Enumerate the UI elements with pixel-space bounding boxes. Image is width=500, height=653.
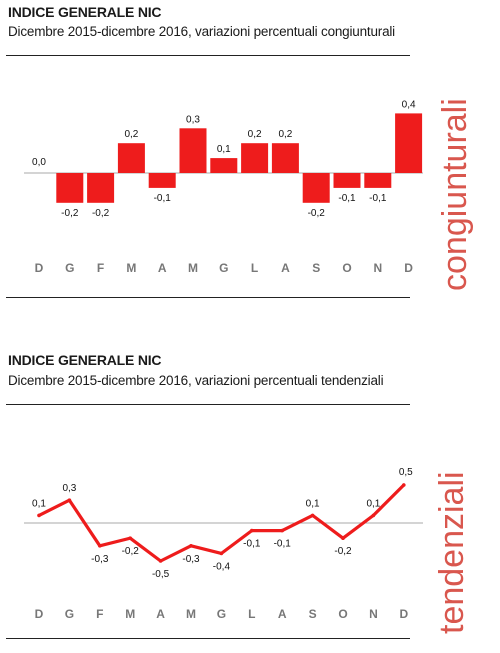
- point-0: [37, 513, 41, 518]
- point-9: [310, 513, 315, 518]
- point-5: [189, 544, 193, 548]
- tick-label-8: A: [281, 261, 290, 275]
- tick-label-1: G: [65, 261, 74, 275]
- bar-4: [148, 173, 176, 188]
- line-tick-label-6: G: [217, 607, 226, 621]
- bar-chart-congiunturali: 0,0 D -0,2 G -0,2 F 0,2 M -0,1 A 0,3 M 0,1 G 0,2 L 0,2 A -…: [24, 99, 423, 275]
- line-data-label-8: -0,1: [274, 539, 292, 550]
- point-3: [128, 536, 132, 540]
- bar-5: [179, 128, 207, 173]
- bar-2: [87, 173, 115, 203]
- point-6: [219, 551, 224, 556]
- tick-label-3: M: [126, 261, 136, 275]
- tick-label-5: M: [188, 261, 198, 275]
- tick-label-12: D: [404, 261, 413, 275]
- point-7: [250, 528, 254, 533]
- line-data-label-1: 0,3: [62, 483, 76, 494]
- bar-10: [333, 173, 361, 188]
- tick-label-7: L: [251, 261, 258, 275]
- line-tick-label-7: L: [248, 607, 255, 621]
- line-tick-label-12: D: [399, 607, 408, 621]
- tick-label-11: N: [373, 261, 382, 275]
- point-12: [402, 483, 406, 487]
- line-tick-label-0: D: [35, 607, 44, 621]
- data-label-11: -0,1: [369, 193, 387, 204]
- data-label-3: 0,2: [124, 129, 138, 140]
- chart2-title: INDICE GENERALE NIC: [8, 352, 162, 368]
- chart1-bottom-rule: [6, 297, 410, 298]
- tick-label-9: S: [312, 261, 320, 275]
- line-data-label-7: -0,1: [243, 539, 261, 550]
- tick-label-4: A: [158, 261, 167, 275]
- line-tick-label-11: N: [369, 607, 378, 621]
- line-data-label-10: -0,2: [334, 546, 352, 557]
- data-label-12: 0,4: [402, 99, 416, 110]
- line-tick-label-9: S: [309, 607, 317, 621]
- bar-6: [210, 158, 238, 173]
- line-tick-label-2: F: [96, 607, 103, 621]
- data-label-4: -0,1: [154, 193, 172, 204]
- data-label-2: -0,2: [92, 208, 110, 219]
- bar-9: [302, 173, 330, 203]
- chart1-title: INDICE GENERALE NIC: [8, 4, 162, 20]
- line-data-label-2: -0,3: [91, 554, 109, 565]
- line-tick-label-1: G: [65, 607, 74, 621]
- bar-7: [241, 143, 269, 173]
- line-data-label-0: 0,1: [32, 498, 46, 509]
- chart2-bottom-rule: [6, 638, 410, 639]
- point-4: [158, 559, 163, 563]
- tick-label-0: D: [35, 261, 44, 275]
- line-tick-label-10: O: [338, 607, 347, 621]
- chart2-subtitle: Dicembre 2015-dicembre 2016, variazioni …: [8, 373, 384, 388]
- bar-1: [56, 173, 84, 203]
- bar-11: [364, 173, 392, 188]
- data-label-9: -0,2: [308, 208, 326, 219]
- bar-12: [395, 113, 423, 173]
- point-2: [98, 544, 102, 548]
- chart1-top-rule: [6, 55, 410, 56]
- line-tick-label-5: M: [186, 607, 196, 621]
- data-label-1: -0,2: [61, 208, 79, 219]
- line-data-label-5: -0,3: [182, 554, 200, 565]
- point-11: [371, 513, 376, 518]
- chart1-subtitle: Dicembre 2015-dicembre 2016, variazioni …: [8, 24, 395, 39]
- data-label-0: 0,0: [32, 157, 46, 168]
- data-label-7: 0,2: [248, 129, 262, 140]
- data-label-5: 0,3: [186, 114, 200, 125]
- chart2-top-rule: [6, 404, 410, 405]
- bar-8: [271, 143, 299, 173]
- point-10: [341, 536, 345, 540]
- tick-label-6: G: [219, 261, 228, 275]
- line-data-label-3: -0,2: [122, 546, 140, 557]
- line-data-label-9: 0,1: [306, 498, 320, 509]
- line-tick-label-4: A: [156, 607, 165, 621]
- line-tick-label-3: M: [125, 607, 135, 621]
- bar-3: [117, 143, 145, 173]
- tick-label-2: F: [97, 261, 104, 275]
- point-1: [67, 498, 72, 503]
- line-data-label-12: 0,5: [399, 467, 413, 478]
- data-label-10: -0,1: [338, 193, 356, 204]
- point-8: [280, 528, 285, 533]
- line-data-label-6: -0,4: [213, 561, 231, 572]
- line-tick-label-8: A: [278, 607, 287, 621]
- data-label-6: 0,1: [217, 144, 231, 155]
- line-data-label-11: 0,1: [366, 498, 380, 509]
- tick-label-10: O: [342, 261, 351, 275]
- line-data-label-4: -0,5: [152, 569, 170, 580]
- data-label-8: 0,2: [278, 129, 292, 140]
